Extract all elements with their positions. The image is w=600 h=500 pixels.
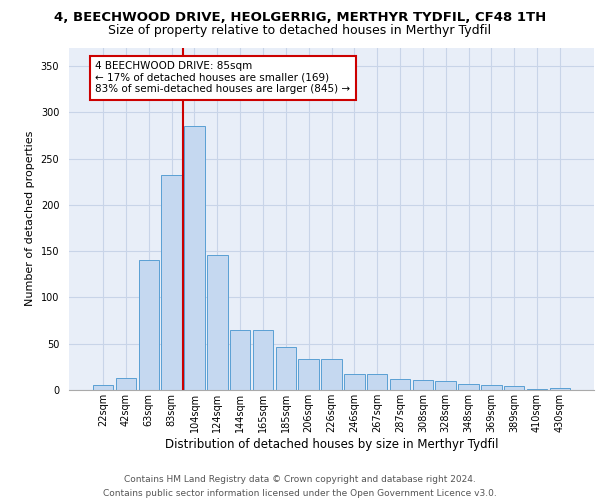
Bar: [207, 255, 227, 390]
Bar: [550, 388, 570, 390]
Bar: [367, 374, 388, 390]
Bar: [116, 378, 136, 390]
Bar: [93, 386, 113, 390]
Bar: [413, 380, 433, 390]
Bar: [275, 348, 296, 390]
Y-axis label: Number of detached properties: Number of detached properties: [25, 131, 35, 306]
Bar: [184, 126, 205, 390]
Bar: [298, 360, 319, 390]
Bar: [504, 386, 524, 390]
Bar: [458, 384, 479, 390]
Bar: [436, 380, 456, 390]
X-axis label: Distribution of detached houses by size in Merthyr Tydfil: Distribution of detached houses by size …: [165, 438, 498, 450]
Text: Contains HM Land Registry data © Crown copyright and database right 2024.
Contai: Contains HM Land Registry data © Crown c…: [103, 476, 497, 498]
Bar: [527, 389, 547, 390]
Bar: [230, 330, 250, 390]
Text: Size of property relative to detached houses in Merthyr Tydfil: Size of property relative to detached ho…: [109, 24, 491, 37]
Bar: [390, 379, 410, 390]
Text: 4 BEECHWOOD DRIVE: 85sqm
← 17% of detached houses are smaller (169)
83% of semi-: 4 BEECHWOOD DRIVE: 85sqm ← 17% of detach…: [95, 61, 350, 94]
Bar: [321, 360, 342, 390]
Bar: [481, 386, 502, 390]
Bar: [139, 260, 159, 390]
Text: 4, BEECHWOOD DRIVE, HEOLGERRIG, MERTHYR TYDFIL, CF48 1TH: 4, BEECHWOOD DRIVE, HEOLGERRIG, MERTHYR …: [54, 11, 546, 24]
Bar: [253, 330, 273, 390]
Bar: [344, 374, 365, 390]
Bar: [161, 175, 182, 390]
